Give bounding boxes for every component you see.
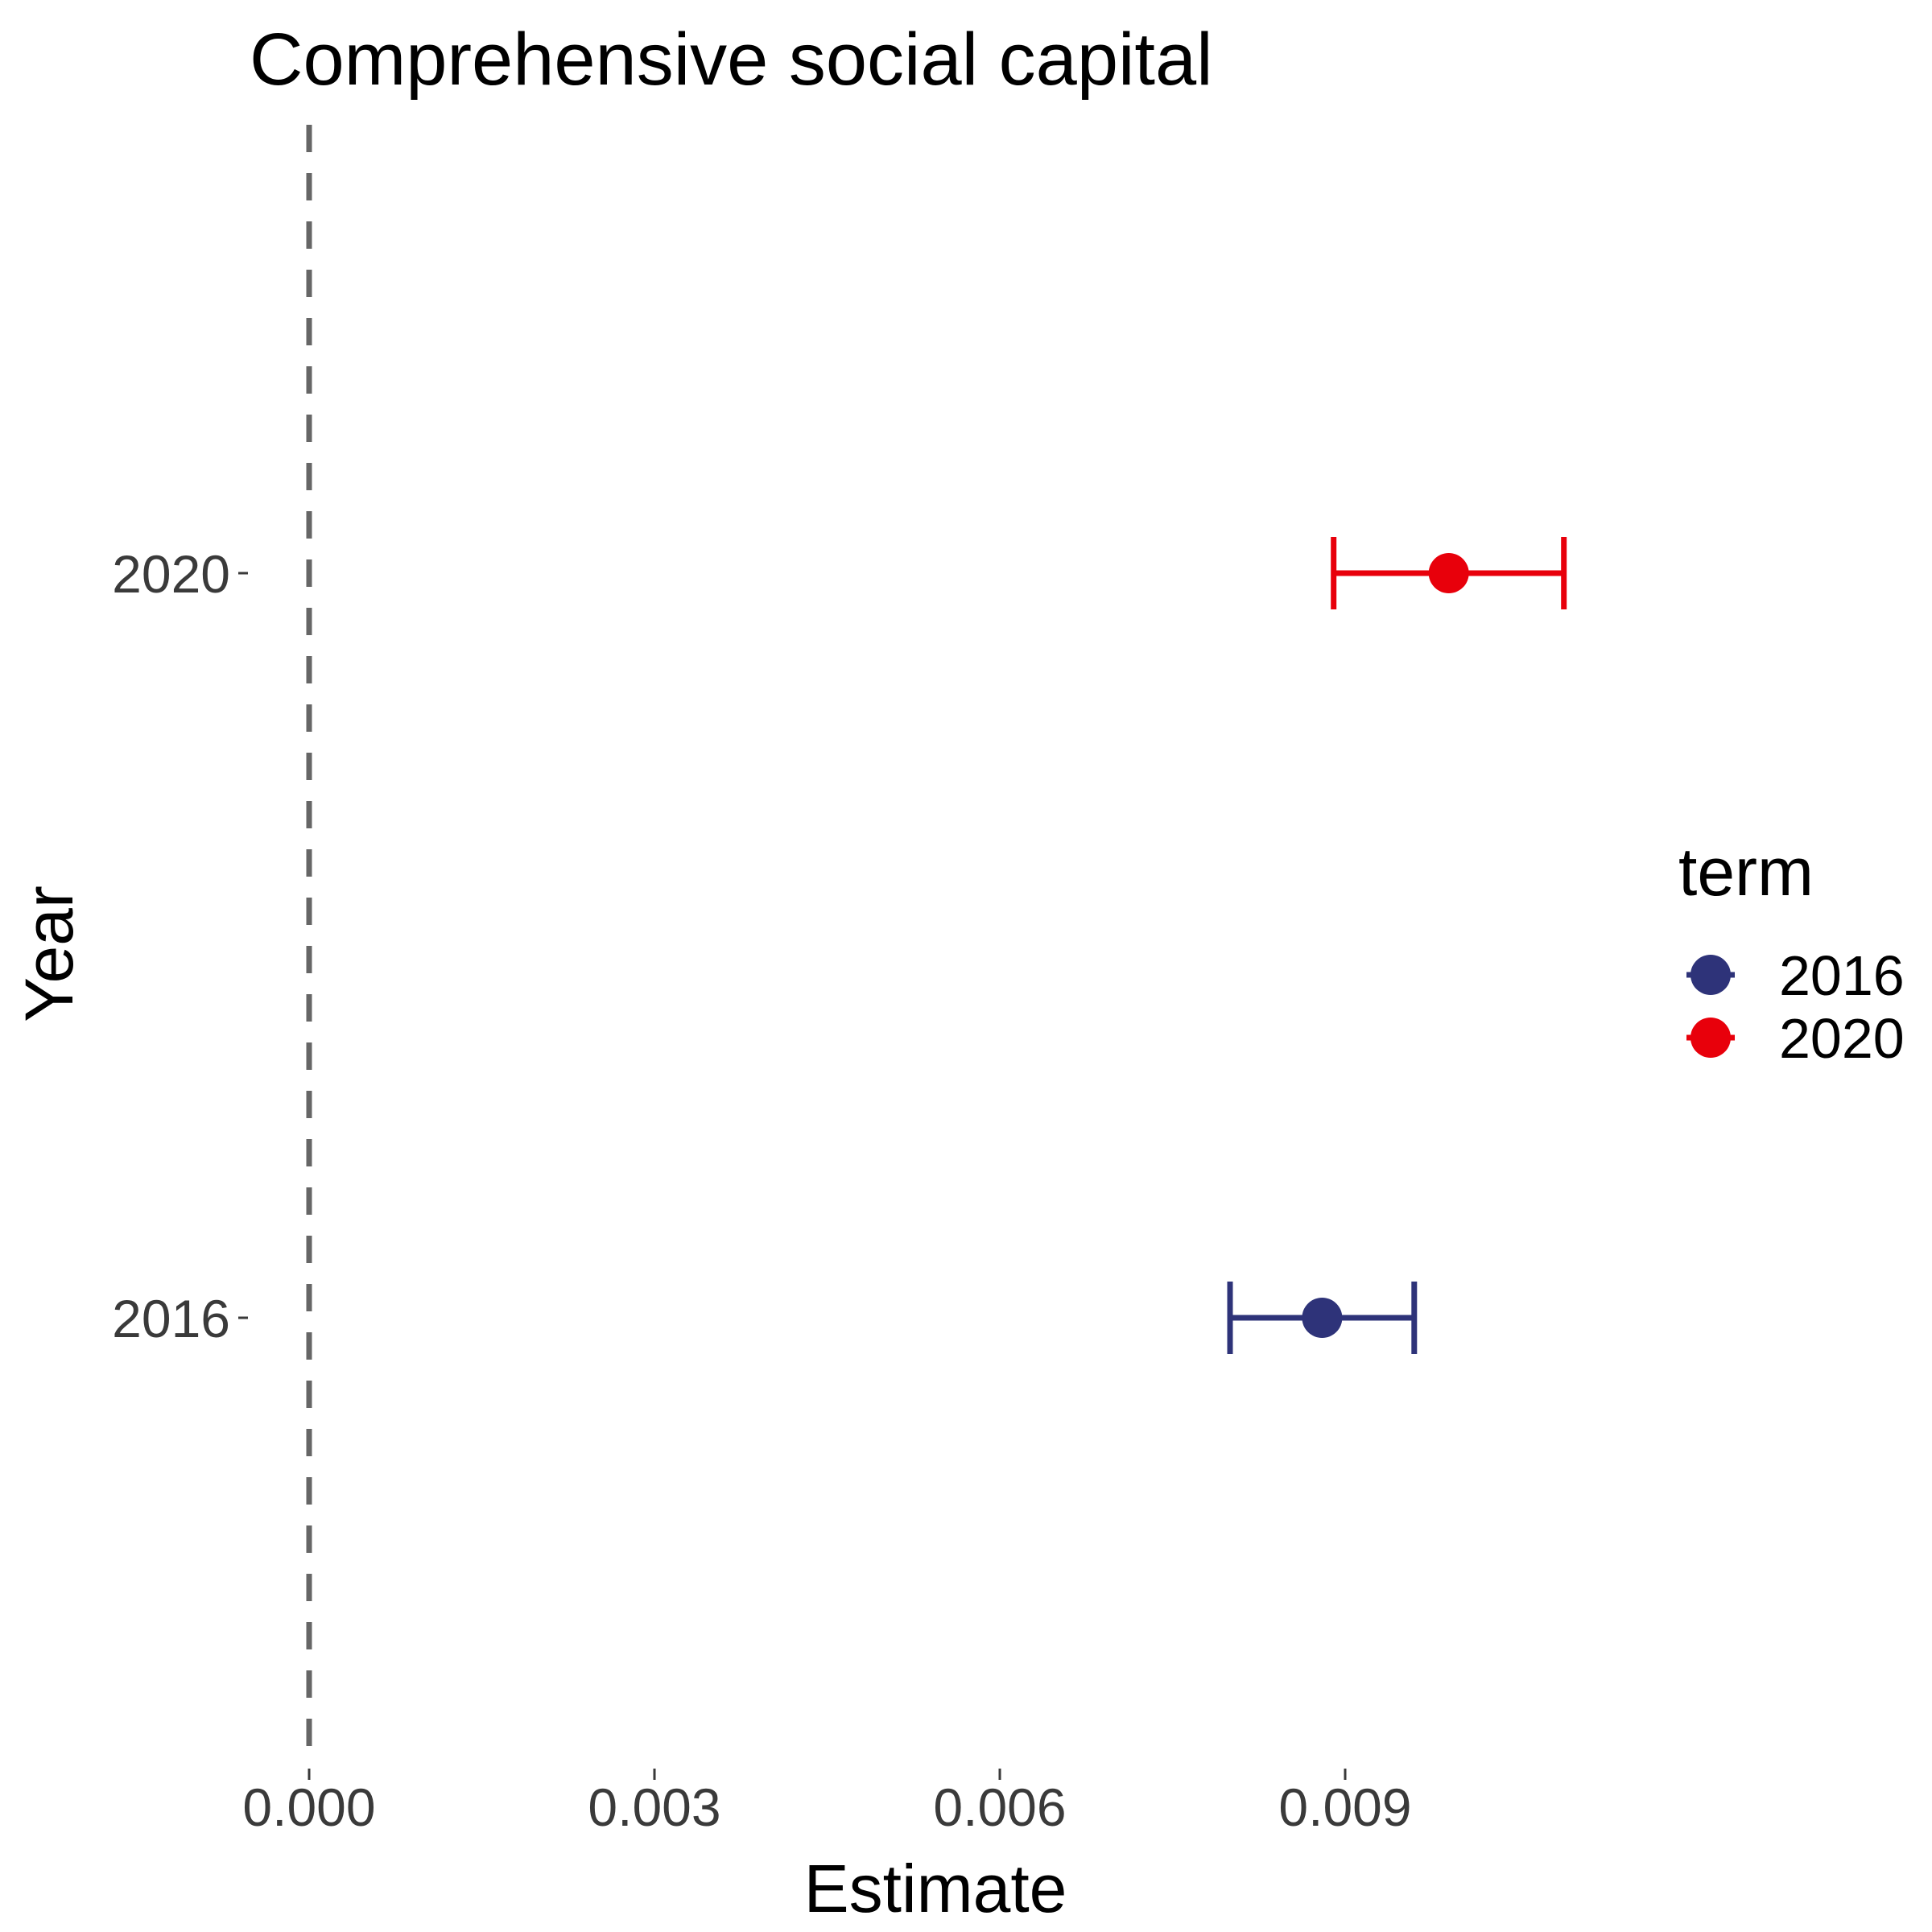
x-tick-label: 0.003 [588,1777,720,1837]
legend-item-2020: 2020 [1686,1007,1905,1070]
legend-key-point [1690,955,1731,995]
x-tick-label: 0.000 [242,1777,375,1837]
legend-item-2016: 2016 [1686,944,1905,1007]
y-axis: 2016 2020 [112,544,248,1348]
legend-label: 2020 [1779,1007,1905,1070]
y-tick-label: 2016 [112,1289,230,1348]
x-axis: 0.000 0.003 0.006 0.009 [242,1769,1412,1837]
series-2016 [1227,1282,1418,1354]
y-axis-title: Year [11,886,87,1022]
x-tick-label: 0.006 [933,1777,1066,1837]
plot-area [306,125,1567,1767]
legend-key-point [1690,1018,1731,1058]
estimate-point [1302,1298,1343,1338]
x-tick-label: 0.009 [1278,1777,1411,1837]
y-tick-label: 2020 [112,544,230,604]
series-2020 [1331,537,1567,609]
x-axis-title: Estimate [804,1851,1067,1926]
legend-title: term [1678,834,1814,910]
legend-label: 2016 [1779,944,1905,1007]
chart-title: Comprehensive social capital [250,19,1213,101]
estimate-point [1428,553,1469,593]
